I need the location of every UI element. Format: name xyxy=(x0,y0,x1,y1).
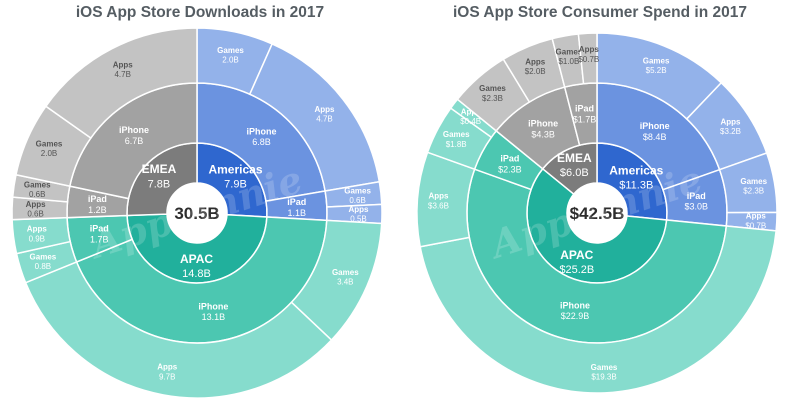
chart0-region-emea-value-label: 7.8B xyxy=(148,178,171,190)
chart1-emea-iphone-apps-name-label: Apps xyxy=(525,58,546,67)
chart0-emea-iphone-name-label: iPhone xyxy=(119,125,149,135)
chart1-americas-ipad-value-label: $3.0B xyxy=(685,202,709,212)
chart1-apac-iphone-games-value-label: $19.3B xyxy=(591,372,616,381)
chart1-emea-ipad-apps-slice xyxy=(577,32,598,85)
chart0-americas-iphone-name-label: iPhone xyxy=(246,126,276,136)
chart1-emea-iphone-name-label: iPhone xyxy=(528,119,558,129)
chart1-emea-ipad-apps-value-label: $0.7B xyxy=(578,55,599,64)
chart1-americas-iphone-value-label: $8.4B xyxy=(643,132,667,142)
chart1-apac-ipad-apps-name-label: Apps xyxy=(461,107,482,116)
chart0-region-emea-name-label: EMEA xyxy=(142,162,177,176)
chart1-center-circle xyxy=(568,184,626,242)
chart1-emea-iphone-apps-value-label: $2.0B xyxy=(525,67,546,76)
chart0-americas-ipad-apps-name-label: Apps xyxy=(349,205,370,214)
chart1-apac-iphone-games-name-label: Games xyxy=(591,363,618,372)
chart0-americas-iphone-apps-value-label: 4.7B xyxy=(316,114,332,123)
chart-title-spend: iOS App Store Consumer Spend in 2017 xyxy=(453,4,747,21)
chart1-region-emea-value-label: $6.0B xyxy=(560,167,589,179)
chart0-americas-iphone-games-value-label: 2.0B xyxy=(222,56,238,65)
chart0-apac-iphone-value-label: 13.1B xyxy=(202,312,226,322)
chart1-emea-iphone-games-value-label: $2.3B xyxy=(482,94,503,103)
chart0-apac-ipad-apps-value-label: 0.9B xyxy=(29,234,45,243)
chart0-emea-iphone-games-name-label: Games xyxy=(36,139,63,148)
chart0-americas-ipad-games-name-label: Games xyxy=(344,187,371,196)
chart0-emea-iphone-apps-name-label: Apps xyxy=(113,61,134,70)
chart1-americas-iphone-games-value-label: $5.2B xyxy=(646,66,667,75)
sunburst-downloads: Games2.0BApps4.7BiPhone6.8BGames0.6BApps… xyxy=(11,27,383,399)
chart1-apac-ipad-apps-value-label: $0.4B xyxy=(460,117,481,126)
chart0-emea-iphone-apps-value-label: 4.7B xyxy=(114,70,130,79)
chart0-emea-ipad-games-name-label: Games xyxy=(24,180,51,189)
chart1-americas-iphone-apps-value-label: $3.2B xyxy=(720,127,741,136)
chart0-apac-iphone-games-value-label: 3.4B xyxy=(337,278,353,287)
chart1-apac-iphone-apps-value-label: $3.6B xyxy=(428,201,449,210)
chart1-apac-ipad-value-label: $2.3B xyxy=(498,164,522,174)
chart0-center-total-label: 30.5B xyxy=(174,204,219,223)
chart1-apac-iphone-apps-name-label: Apps xyxy=(429,192,450,201)
chart1-apac-iphone-games-slice xyxy=(419,225,777,394)
chart0-apac-ipad-apps-name-label: Apps xyxy=(27,225,48,234)
chart1-emea-ipad-games-value-label: $1.0B xyxy=(558,57,579,66)
chart0-americas-iphone-games-name-label: Games xyxy=(217,46,244,55)
chart0-region-americas-value-label: 7.9B xyxy=(224,179,247,191)
chart1-emea-ipad-name-label: iPad xyxy=(575,104,594,114)
chart1-americas-ipad-name-label: iPad xyxy=(687,191,706,201)
chart1-americas-ipad-apps-value-label: $0.7B xyxy=(745,221,766,230)
chart1-apac-iphone-name-label: iPhone xyxy=(560,300,590,310)
chart0-americas-ipad-apps-value-label: 0.5B xyxy=(350,214,366,223)
chart0-apac-iphone-games-name-label: Games xyxy=(332,268,359,277)
chart0-apac-iphone-name-label: iPhone xyxy=(198,301,228,311)
chart1-center-total-label: $42.5B xyxy=(570,204,625,223)
chart0-apac-ipad-games-name-label: Games xyxy=(30,252,57,261)
chart0-emea-iphone-value-label: 6.7B xyxy=(125,136,144,146)
chart0-emea-ipad-name-label: iPad xyxy=(88,194,107,204)
chart0-emea-ipad-value-label: 1.2B xyxy=(88,205,107,215)
chart0-apac-ipad-value-label: 1.7B xyxy=(90,235,109,245)
chart-title-downloads: iOS App Store Downloads in 2017 xyxy=(75,4,325,21)
chart1-apac-ipad-name-label: iPad xyxy=(500,154,519,164)
chart0-apac-iphone-apps-slice xyxy=(24,260,333,399)
chart0-apac-iphone-apps-value-label: 9.7B xyxy=(159,372,175,381)
chart0-region-apac-value-label: 14.8B xyxy=(182,268,211,280)
chart1-region-americas-value-label: $11.3B xyxy=(619,180,653,192)
chart0-apac-iphone-apps-name-label: Apps xyxy=(157,363,178,372)
chart0-apac-ipad-name-label: iPad xyxy=(90,224,109,234)
chart1-americas-ipad-apps-name-label: Apps xyxy=(746,212,767,221)
chart0-americas-ipad-name-label: iPad xyxy=(287,197,306,207)
chart0-emea-iphone-games-value-label: 2.0B xyxy=(41,149,57,158)
chart0-region-apac-name-label: APAC xyxy=(180,252,213,266)
chart1-apac-iphone-value-label: $22.9B xyxy=(561,311,590,321)
chart1-americas-iphone-games-name-label: Games xyxy=(643,56,670,65)
chart1-apac-ipad-games-value-label: $1.8B xyxy=(446,140,467,149)
chart0-americas-iphone-apps-name-label: Apps xyxy=(315,105,336,114)
chart1-region-apac-value-label: $25.2B xyxy=(559,264,594,276)
chart0-apac-ipad-games-value-label: 0.8B xyxy=(35,262,51,271)
chart1-emea-ipad-games-name-label: Games xyxy=(556,48,583,57)
sunburst-spend: Games$5.2BApps$3.2BiPhone$8.4BGames$2.3B… xyxy=(416,32,778,394)
chart0-americas-ipad-games-value-label: 0.6B xyxy=(349,196,365,205)
chart0-emea-ipad-apps-name-label: Apps xyxy=(26,200,47,209)
chart1-americas-iphone-apps-name-label: Apps xyxy=(721,118,742,127)
chart1-apac-ipad-games-name-label: Games xyxy=(443,130,470,139)
chart1-region-emea-name-label: EMEA xyxy=(557,151,592,165)
chart0-region-americas-name-label: Americas xyxy=(208,163,262,177)
chart0-emea-iphone-apps-slice xyxy=(44,27,198,140)
chart1-americas-ipad-games-value-label: $2.3B xyxy=(743,187,764,196)
chart0-americas-iphone-value-label: 6.8B xyxy=(252,137,271,147)
chart1-emea-iphone-value-label: $4.3B xyxy=(531,129,555,139)
chart1-region-apac-name-label: APAC xyxy=(560,248,593,262)
chart1-emea-iphone-games-name-label: Games xyxy=(479,84,506,93)
chart1-region-americas-name-label: Americas xyxy=(609,163,663,177)
chart1-emea-ipad-value-label: $1.7B xyxy=(573,114,597,124)
chart1-emea-ipad-apps-name-label: Apps xyxy=(579,45,600,54)
chart0-emea-ipad-apps-value-label: 0.6B xyxy=(27,210,43,219)
chart0-americas-ipad-value-label: 1.1B xyxy=(288,208,307,218)
chart1-americas-iphone-name-label: iPhone xyxy=(640,121,670,131)
chart1-americas-ipad-games-name-label: Games xyxy=(740,177,767,186)
chart0-emea-ipad-games-value-label: 0.6B xyxy=(29,190,45,199)
chart0-center-circle xyxy=(168,184,226,242)
